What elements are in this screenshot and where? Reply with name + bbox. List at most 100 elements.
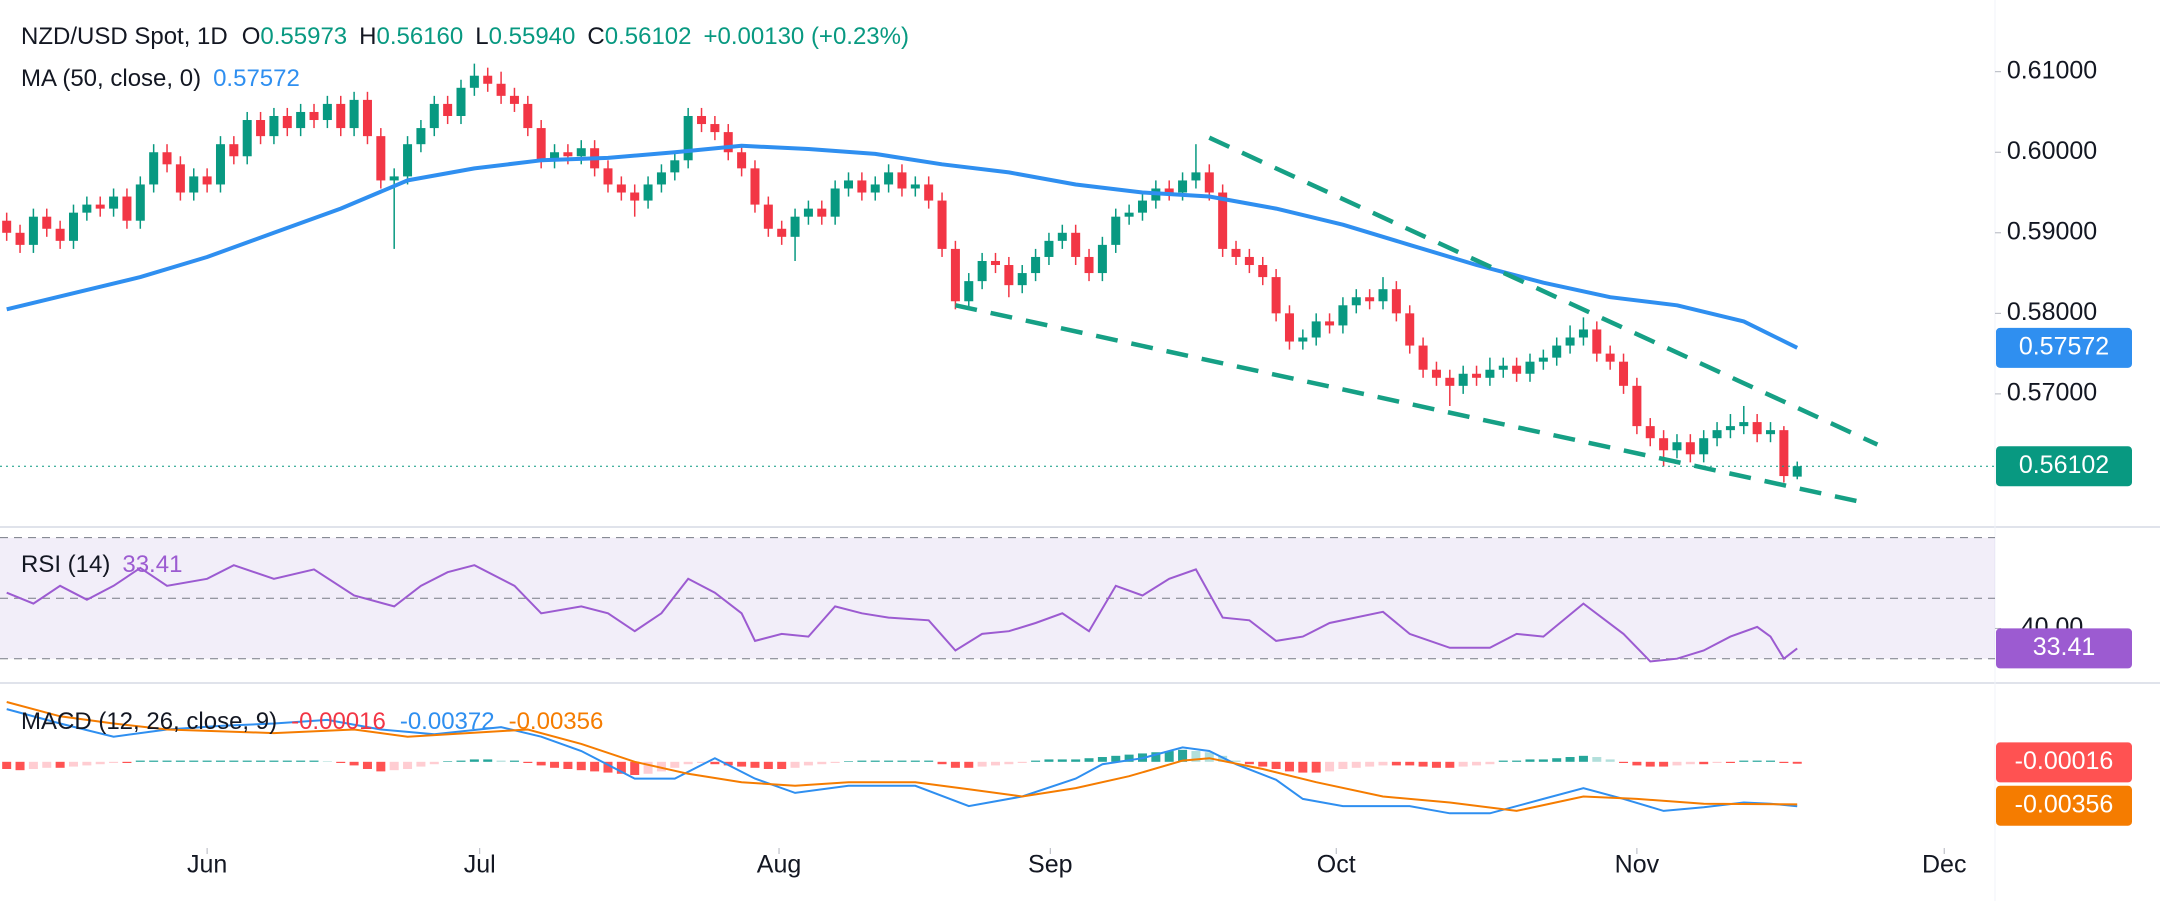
candle-body xyxy=(1378,289,1388,302)
candle-body xyxy=(1739,422,1749,427)
histogram-bar xyxy=(643,761,653,774)
histogram-bar xyxy=(523,761,533,764)
candle-body xyxy=(389,176,399,181)
candle-body xyxy=(1565,337,1575,346)
x-tick-label: Aug xyxy=(757,851,801,879)
candle-body xyxy=(443,103,453,116)
histogram-bar xyxy=(1365,761,1375,767)
ohlc-key: O xyxy=(242,23,261,50)
candle-body xyxy=(1685,442,1695,455)
price-badge xyxy=(1996,446,2132,487)
candle-body xyxy=(376,136,386,181)
rsi-line xyxy=(6,564,1798,663)
histogram-bar xyxy=(1378,761,1388,766)
histogram-bar xyxy=(1298,761,1308,773)
candle-body xyxy=(15,232,25,245)
histogram-bar xyxy=(630,761,640,775)
y-tick-label: 0.61000 xyxy=(2007,56,2097,84)
candle-body xyxy=(1004,265,1014,286)
histogram-bar xyxy=(269,760,279,762)
histogram-bar xyxy=(723,761,733,766)
histogram-bar xyxy=(55,761,65,768)
candle-body xyxy=(536,128,546,161)
histogram-bar xyxy=(1338,761,1348,769)
histogram-bar xyxy=(977,761,987,767)
histogram-bar xyxy=(229,760,239,762)
candle-body xyxy=(630,192,640,201)
candle-body xyxy=(884,172,894,185)
histogram-bar xyxy=(1178,749,1188,762)
histogram-bar xyxy=(1472,761,1482,766)
candle-body xyxy=(229,144,239,157)
candle-body xyxy=(362,99,372,137)
candle-body xyxy=(469,75,479,88)
trendline xyxy=(1208,135,1879,447)
candle-body xyxy=(1605,353,1615,362)
candle-body xyxy=(910,184,920,189)
histogram-bar xyxy=(202,760,212,762)
histogram-bar xyxy=(817,761,827,765)
histogram-bar xyxy=(1659,761,1669,767)
candle-body xyxy=(1111,216,1121,245)
histogram-bar xyxy=(830,761,840,764)
price-badge-label: 33.41 xyxy=(2033,633,2096,661)
candle-body xyxy=(28,216,38,245)
candle-body xyxy=(1338,305,1348,326)
histogram-bar xyxy=(82,761,92,766)
candle-body xyxy=(1057,232,1067,241)
histogram-bar xyxy=(937,761,947,765)
histogram-bar xyxy=(242,760,252,762)
histogram-bar xyxy=(1592,757,1602,762)
ohlc-value: 0.56160 xyxy=(377,23,464,50)
candle-body xyxy=(523,103,533,129)
ohlc-value: 0.55940 xyxy=(489,23,576,50)
trendline xyxy=(954,303,1865,505)
histogram-bar xyxy=(2,761,12,769)
y-tick-label: 0.60000 xyxy=(2007,137,2097,165)
candle-body xyxy=(1538,357,1548,362)
candle-body xyxy=(1619,361,1629,386)
histogram-bar xyxy=(429,761,439,765)
candle-body xyxy=(670,160,680,173)
ma-name: MA (50, close, 0) xyxy=(21,65,201,92)
x-tick-label: Oct xyxy=(1317,851,1356,879)
candle-body xyxy=(1712,430,1722,439)
histogram-bar xyxy=(1057,759,1067,762)
candle-body xyxy=(697,115,707,125)
histogram-bar xyxy=(15,761,25,771)
histogram-bar xyxy=(563,761,573,769)
histogram-bar xyxy=(1619,761,1629,764)
price-badge xyxy=(1996,628,2132,669)
x-tick-label: Sep xyxy=(1028,851,1072,879)
candle-body xyxy=(1405,313,1415,346)
histogram-bar xyxy=(750,761,760,768)
histogram-bar xyxy=(1766,760,1776,762)
histogram-bar xyxy=(857,760,867,762)
candle-body xyxy=(1645,426,1655,439)
candle-body xyxy=(42,216,52,229)
histogram-bar xyxy=(122,761,132,764)
histogram-bar xyxy=(189,760,199,762)
candle-body xyxy=(1298,337,1308,342)
histogram-bar xyxy=(924,760,934,762)
ohlc-key: C xyxy=(587,23,604,50)
histogram-bar xyxy=(683,761,693,765)
histogram-bar xyxy=(1645,761,1655,767)
candle-body xyxy=(269,115,279,137)
candle-body xyxy=(990,260,1000,266)
candle-body xyxy=(162,152,172,165)
candle-body xyxy=(135,184,145,221)
histogram-bar xyxy=(282,760,292,762)
candle-body xyxy=(656,172,666,185)
histogram-bar xyxy=(1325,761,1335,772)
candle-body xyxy=(1084,256,1094,274)
x-tick-label: Dec xyxy=(1922,851,1966,879)
y-tick-label: 0.58000 xyxy=(2007,298,2097,326)
histogram-bar xyxy=(1111,755,1121,762)
candle-body xyxy=(1659,438,1669,451)
macd-name: MACD (12, 26, close, 9) xyxy=(21,708,277,735)
histogram-bar xyxy=(1752,760,1762,762)
ohlc-value: 0.56102 xyxy=(605,23,692,50)
candle-body xyxy=(1071,232,1081,257)
candle-body xyxy=(817,208,827,217)
